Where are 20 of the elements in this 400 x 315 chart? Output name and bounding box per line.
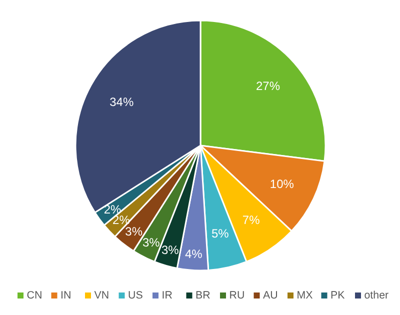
legend-label: AU bbox=[263, 290, 278, 302]
data-label: 10% bbox=[270, 176, 294, 191]
legend-label: US bbox=[128, 290, 143, 302]
legend-label: VN bbox=[94, 290, 110, 302]
data-label: 3% bbox=[161, 242, 180, 257]
legend-label: PK bbox=[330, 290, 345, 302]
data-label: 27% bbox=[256, 78, 280, 93]
data-label: 3% bbox=[125, 224, 143, 238]
data-label: 4% bbox=[185, 247, 203, 262]
legend-label: IN bbox=[60, 290, 72, 302]
data-label: 7% bbox=[242, 212, 260, 227]
legend-label: BR bbox=[196, 290, 211, 302]
legend-label: MX bbox=[296, 290, 313, 302]
data-label: 5% bbox=[211, 226, 230, 240]
legend-label: other bbox=[364, 290, 389, 302]
legend-label: RU bbox=[229, 290, 245, 302]
data-label: 34% bbox=[110, 95, 134, 110]
legend-label: CN bbox=[26, 290, 42, 302]
legend-label: IR bbox=[162, 290, 173, 302]
data-label: 3% bbox=[142, 235, 160, 250]
